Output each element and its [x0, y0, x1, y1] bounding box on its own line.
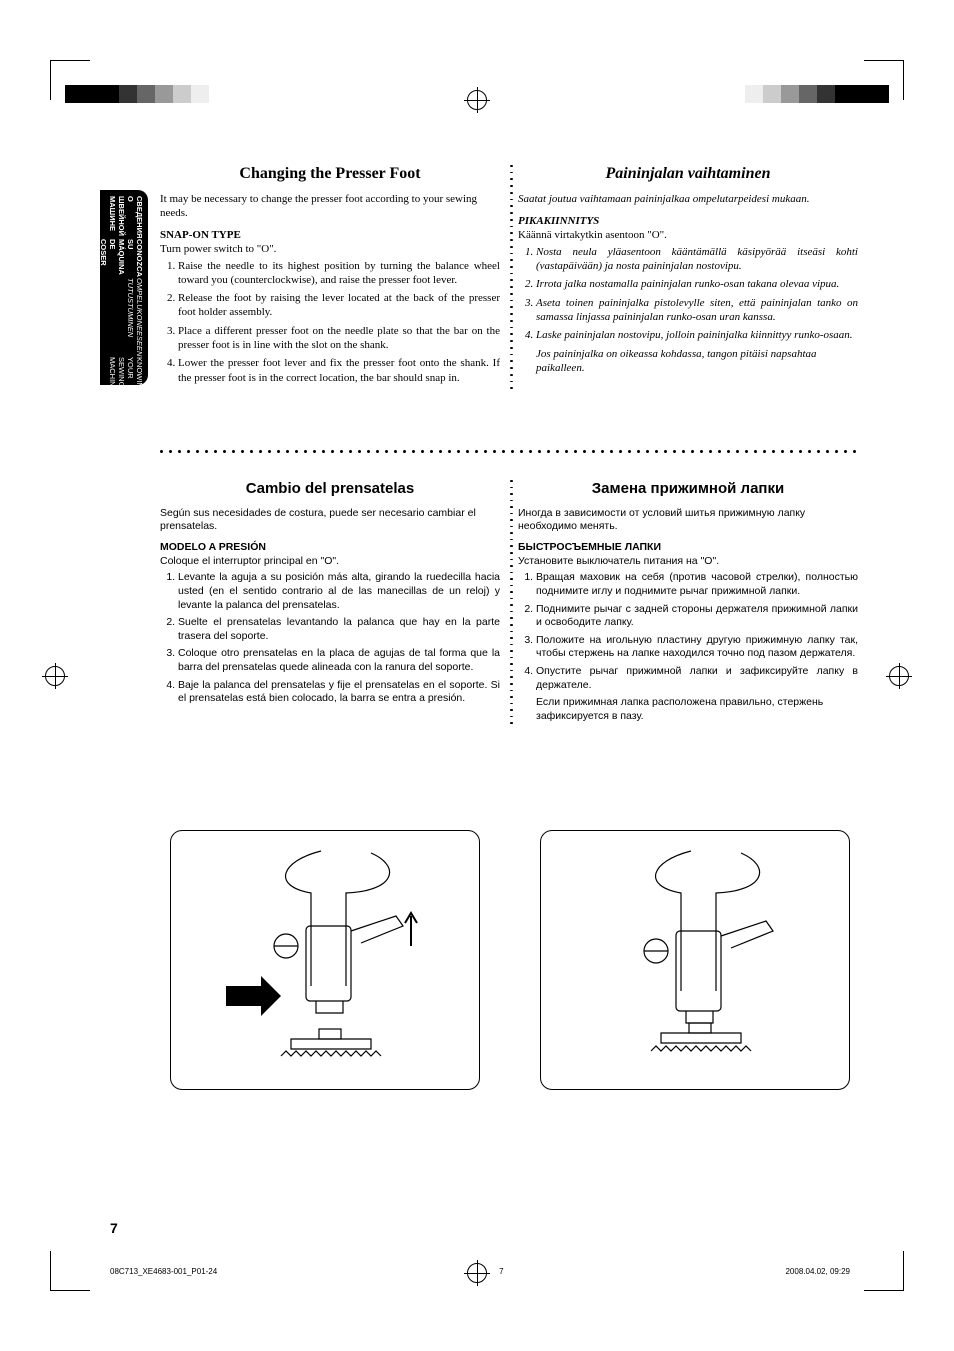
- registration-blocks-right: [745, 85, 889, 103]
- column-en: Changing the Presser Foot It may be nece…: [160, 165, 500, 389]
- footer-left: 08C713_XE4683-001_P01-24: [110, 1267, 217, 1276]
- crop-mark-bl: [50, 1251, 90, 1291]
- registration-cross-right: [889, 666, 909, 686]
- step: Вращая маховик на себя (против часовой с…: [536, 571, 858, 598]
- lead-fi: Käännä virtakytkin asentoon "O".: [518, 229, 858, 241]
- vertical-dot-separator-bottom: [510, 480, 512, 724]
- step: Nosta neula yläasentoon kääntämällä käsi…: [536, 245, 858, 274]
- subhead-es: MODELO A PRESIÓN: [160, 541, 500, 553]
- intro-ru: Иногда в зависимости от условий шитья пр…: [518, 507, 858, 533]
- spine-line-ru: СВЕДЕНИЯ О ШВЕЙНОЙ МАШИНЕ: [104, 196, 144, 238]
- steps-es: Levante la aguja a su posición más alta,…: [160, 571, 500, 706]
- step: Irrota jalka nostamalla paininjalan runk…: [536, 277, 858, 291]
- note-ru: Если прижимная лапка расположена правиль…: [518, 696, 858, 723]
- footer-mid: 7: [499, 1267, 503, 1276]
- step: Levante la aguja a su posición más alta,…: [178, 571, 500, 612]
- title-fi: Paininjalan vaihtaminen: [518, 165, 858, 183]
- step: Release the foot by raising the lever lo…: [178, 291, 500, 320]
- crop-mark-br: [864, 1251, 904, 1291]
- title-en: Changing the Presser Foot: [160, 165, 500, 183]
- footer-right: 2008.04.02, 09:29: [785, 1267, 850, 1276]
- subhead-ru: БЫСТРОСЪЕМНЫЕ ЛАПКИ: [518, 541, 858, 553]
- step: Place a different presser foot on the ne…: [178, 324, 500, 353]
- step: Baje la palanca del prensatelas y fije e…: [178, 679, 500, 706]
- subhead-en: SNAP-ON TYPE: [160, 229, 500, 241]
- lead-ru: Установите выключатель питания на "O".: [518, 555, 858, 567]
- steps-fi: Nosta neula yläasentoon kääntämällä käsi…: [518, 245, 858, 343]
- registration-cross-top: [467, 90, 487, 110]
- step: Поднимите рычаг с задней стороны держате…: [536, 603, 858, 630]
- steps-en: Raise the needle to its highest position…: [160, 259, 500, 385]
- illustration-row: [160, 830, 860, 1110]
- step: Raise the needle to its highest position…: [178, 259, 500, 288]
- registration-blocks-left: [65, 85, 209, 103]
- column-ru: Замена прижимной лапки Иногда в зависимо…: [518, 480, 858, 724]
- lead-es: Coloque el interruptor principal en "O".: [160, 555, 500, 567]
- steps-ru: Вращая маховик на себя (против часовой с…: [518, 571, 858, 692]
- footer-meta: 08C713_XE4683-001_P01-24 7 2008.04.02, 0…: [110, 1267, 850, 1276]
- intro-es: Según sus necesidades de costura, puede …: [160, 507, 500, 533]
- lower-columns: Cambio del prensatelas Según sus necesid…: [160, 480, 860, 724]
- intro-fi: Saatat joutua vaihtamaan paininjalkaa om…: [518, 193, 858, 207]
- step: Aseta toinen paininjalka pistolevylle si…: [536, 296, 858, 325]
- title-es: Cambio del prensatelas: [160, 480, 500, 497]
- step: Laske paininjalan nostovipu, jolloin pai…: [536, 328, 858, 342]
- title-ru: Замена прижимной лапки: [518, 480, 858, 497]
- spine-line-es: CONOZCA SU MÁQUINA DE COSER: [104, 239, 144, 277]
- step: Lower the presser foot lever and fix the…: [178, 356, 500, 385]
- registration-cross-left: [45, 666, 65, 686]
- subhead-fi: PIKAKIINNITYS: [518, 215, 858, 227]
- vertical-dot-separator-top: [510, 165, 512, 389]
- lead-en: Turn power switch to "O".: [160, 243, 500, 255]
- page-number: 7: [110, 1220, 118, 1236]
- figure-attach-foot: [540, 830, 850, 1090]
- step: Suelte el prensatelas levantando la pala…: [178, 616, 500, 643]
- horizontal-dot-separator: [160, 450, 860, 453]
- step: Coloque otro prensatelas en la placa de …: [178, 647, 500, 674]
- figure-release-foot: [170, 830, 480, 1090]
- step: Опустите рычаг прижимной лапки и зафикси…: [536, 665, 858, 692]
- column-es: Cambio del prensatelas Según sus necesid…: [160, 480, 500, 724]
- step: Положите на игольную пластину другую при…: [536, 634, 858, 661]
- column-fi: Paininjalan vaihtaminen Saatat joutua va…: [518, 165, 858, 389]
- intro-en: It may be necessary to change the presse…: [160, 193, 500, 221]
- spine-line-fi: OMPELUKONEESEEN TUTUSTUMINEN: [104, 278, 144, 356]
- spine-line-en: KNOWING YOUR SEWING MACHINE: [104, 357, 144, 394]
- section-tab: СВЕДЕНИЯ О ШВЕЙНОЙ МАШИНЕ CONOZCA SU MÁQ…: [100, 190, 148, 385]
- note-fi: Jos paininjalka on oikeassa kohdassa, ta…: [518, 347, 858, 376]
- upper-columns: Changing the Presser Foot It may be nece…: [160, 165, 860, 389]
